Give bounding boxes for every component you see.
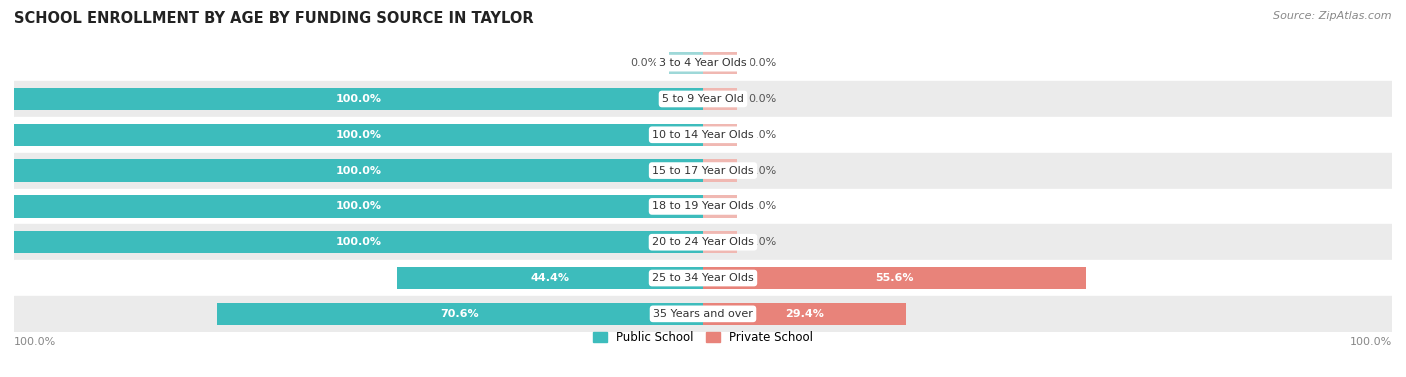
Legend: Public School, Private School: Public School, Private School	[588, 326, 818, 349]
Bar	[396, 267, 703, 289]
Text: 100.0%: 100.0%	[336, 94, 381, 104]
Text: 55.6%: 55.6%	[876, 273, 914, 283]
Text: 100.0%: 100.0%	[14, 337, 56, 347]
Bar	[669, 52, 703, 74]
Text: 5 to 9 Year Old: 5 to 9 Year Old	[662, 94, 744, 104]
Text: 0.0%: 0.0%	[748, 94, 776, 104]
Bar	[14, 224, 1392, 260]
Text: 20 to 24 Year Olds: 20 to 24 Year Olds	[652, 237, 754, 247]
Text: 18 to 19 Year Olds: 18 to 19 Year Olds	[652, 201, 754, 211]
Text: 25 to 34 Year Olds: 25 to 34 Year Olds	[652, 273, 754, 283]
Bar	[703, 303, 905, 325]
Bar	[703, 124, 738, 146]
Bar	[14, 45, 1392, 81]
Text: 100.0%: 100.0%	[336, 130, 381, 140]
Text: 100.0%: 100.0%	[336, 166, 381, 176]
Text: 3 to 4 Year Olds: 3 to 4 Year Olds	[659, 58, 747, 68]
Text: 100.0%: 100.0%	[336, 201, 381, 211]
Bar	[14, 296, 1392, 332]
Text: 0.0%: 0.0%	[748, 130, 776, 140]
Bar	[14, 231, 703, 253]
Bar	[14, 117, 1392, 153]
Bar	[217, 303, 703, 325]
Text: 100.0%: 100.0%	[336, 237, 381, 247]
Bar	[703, 159, 738, 182]
Bar	[703, 52, 738, 74]
Bar	[14, 159, 703, 182]
Bar	[703, 195, 738, 218]
Text: 15 to 17 Year Olds: 15 to 17 Year Olds	[652, 166, 754, 176]
Text: 0.0%: 0.0%	[748, 237, 776, 247]
Bar	[14, 124, 703, 146]
Bar	[14, 260, 1392, 296]
Bar	[14, 188, 1392, 224]
Text: 100.0%: 100.0%	[1350, 337, 1392, 347]
Text: SCHOOL ENROLLMENT BY AGE BY FUNDING SOURCE IN TAYLOR: SCHOOL ENROLLMENT BY AGE BY FUNDING SOUR…	[14, 11, 534, 26]
Text: 10 to 14 Year Olds: 10 to 14 Year Olds	[652, 130, 754, 140]
Text: 0.0%: 0.0%	[748, 58, 776, 68]
Bar	[703, 267, 1085, 289]
Text: 0.0%: 0.0%	[748, 166, 776, 176]
Text: 44.4%: 44.4%	[530, 273, 569, 283]
Bar	[14, 195, 703, 218]
Bar	[14, 153, 1392, 188]
Bar	[703, 88, 738, 110]
Bar	[14, 81, 1392, 117]
Text: 35 Years and over: 35 Years and over	[652, 309, 754, 319]
Bar	[703, 231, 738, 253]
Text: 29.4%: 29.4%	[785, 309, 824, 319]
Text: 0.0%: 0.0%	[630, 58, 658, 68]
Text: 0.0%: 0.0%	[748, 201, 776, 211]
Text: 70.6%: 70.6%	[440, 309, 479, 319]
Bar	[14, 88, 703, 110]
Text: Source: ZipAtlas.com: Source: ZipAtlas.com	[1274, 11, 1392, 21]
